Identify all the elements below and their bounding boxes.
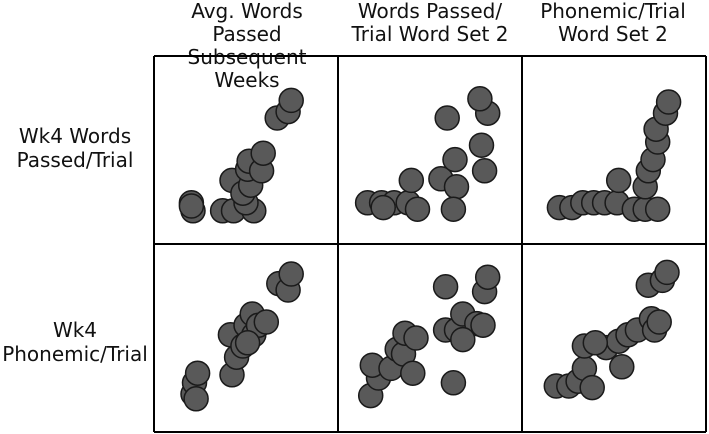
scatter-point [654,259,680,286]
scatter-panel-r0-c1 [354,86,501,222]
scatter-point [442,146,468,173]
scatter-panel-r0-c2 [546,89,682,222]
scatter-point [432,274,459,300]
scatter-point [440,370,467,396]
scatter-point [403,325,429,351]
column-header-words-passed-trial: Words Passed/ Trial Word Set 2 [351,0,509,46]
scatter-point [278,261,304,287]
scatter-point [582,330,609,356]
scatter-point [443,174,470,200]
scatter-point [646,309,672,335]
scatter-point [183,386,209,412]
scatter-point [467,86,493,112]
scatter-point [370,194,396,221]
row-header-wk4-phonemic: Wk4 Phonemic/Trial [2,318,148,366]
scatter-point [470,312,496,338]
scatter-point [468,132,495,158]
scatter-point [440,196,467,222]
scatter-point [605,167,632,194]
scatter-point [474,264,501,290]
scatter-point [434,105,460,131]
scatter-point [278,87,304,114]
scatter-point [253,309,280,335]
scatter-point [655,89,682,115]
scatter-point [579,374,605,401]
scatter-panel-r1-c0 [180,261,304,412]
scatter-point [450,326,476,353]
scatter-point [471,158,498,184]
scatter-panel-r1-c2 [543,259,680,401]
scatter-point [178,193,205,219]
scatter-point [250,140,276,166]
scatter-point [234,330,261,356]
scatter-panel-r0-c0 [178,87,304,224]
scatter-point [398,167,425,194]
scatter-point [644,196,671,222]
scatter-point [184,360,211,386]
panel-grid [153,55,707,433]
scatter-point [609,354,635,380]
column-header-phonemic-trial: Phonemic/Trial Word Set 2 [540,0,686,46]
row-header-wk4-words-passed: Wk4 Words Passed/Trial [16,124,134,172]
scatter-point [400,360,426,386]
scatter-panel-r1-c1 [357,264,501,409]
scatter-point [404,196,431,222]
